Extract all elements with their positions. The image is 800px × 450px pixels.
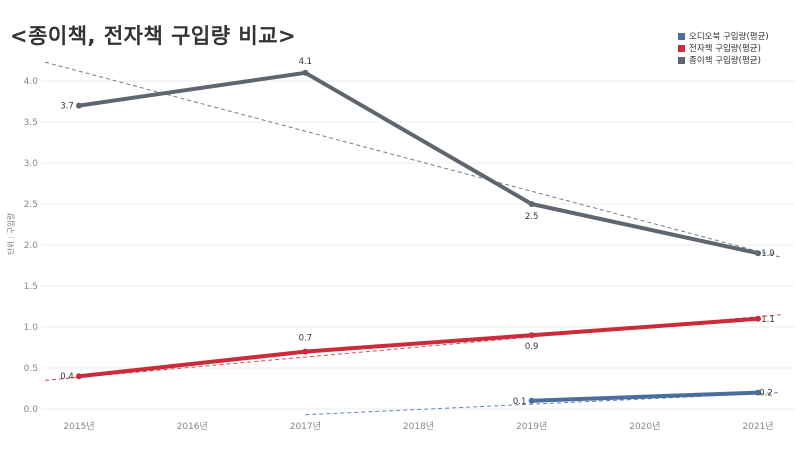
y-tick-label: 4.0 — [24, 77, 39, 87]
y-tick-label: 0.5 — [24, 364, 38, 374]
legend-item-ebook[interactable]: 전자책 구입량(평균) — [678, 42, 769, 54]
y-tick-label: 1.0 — [24, 323, 39, 333]
data-point — [76, 373, 82, 380]
x-tick-label: 2020년 — [629, 421, 660, 432]
data-point — [528, 397, 535, 404]
data-label: 3.7 — [60, 102, 74, 112]
x-tick-label: 2018년 — [403, 421, 434, 432]
x-tick-label: 2019년 — [516, 421, 547, 432]
data-label: 0.1 — [513, 397, 527, 407]
data-point — [528, 332, 535, 339]
data-label: 0.7 — [299, 334, 313, 344]
data-label: 0.2 — [759, 389, 773, 399]
legend-item-audiobook[interactable]: 오디오북 구입량(평균) — [678, 30, 769, 42]
data-label: 1.9 — [761, 249, 775, 259]
legend-label-audiobook: 오디오북 구입량(평균) — [689, 32, 769, 42]
y-tick-label: 0.0 — [24, 405, 39, 415]
data-point — [302, 69, 309, 76]
data-point — [755, 389, 761, 396]
data-point — [755, 250, 761, 257]
trendline — [305, 392, 781, 416]
y-tick-label: 3.0 — [24, 159, 39, 169]
series-line — [77, 316, 760, 379]
data-point — [76, 102, 82, 109]
y-tick-label: 2.0 — [24, 241, 39, 251]
legend: 오디오북 구입량(평균) 전자책 구입량(평균) 종이책 구입량(평균) — [678, 30, 769, 66]
legend-swatch-paperbook — [678, 56, 685, 64]
x-tick-label: 2017년 — [290, 421, 321, 432]
legend-label-paperbook: 종이책 구입량(평균) — [689, 56, 761, 66]
data-label: 2.5 — [525, 212, 539, 222]
legend-swatch-audiobook — [678, 32, 685, 40]
data-label: 1.1 — [761, 315, 775, 325]
chart-title: <종이책, 전자책 구입량 비교> — [10, 24, 297, 48]
series-line — [529, 390, 760, 403]
data-point — [302, 348, 309, 355]
legend-swatch-ebook — [678, 44, 685, 52]
y-tick-label: 2.5 — [24, 200, 38, 210]
data-label: 0.9 — [525, 342, 539, 352]
data-label: 4.1 — [299, 57, 313, 67]
data-label: 0.4 — [60, 372, 74, 382]
x-tick-label: 2015년 — [63, 421, 94, 432]
x-tick-label: 2016년 — [177, 421, 208, 432]
data-point — [755, 315, 761, 322]
x-tick-label: 2021년 — [742, 421, 773, 432]
data-point — [528, 201, 535, 207]
series-line — [77, 70, 760, 256]
legend-item-paperbook[interactable]: 종이책 구입량(평균) — [678, 54, 769, 66]
y-tick-label: 3.5 — [24, 118, 38, 128]
trendline — [44, 61, 781, 258]
y-tick-label: 1.5 — [24, 282, 38, 292]
legend-label-ebook: 전자책 구입량(평균) — [689, 44, 761, 54]
